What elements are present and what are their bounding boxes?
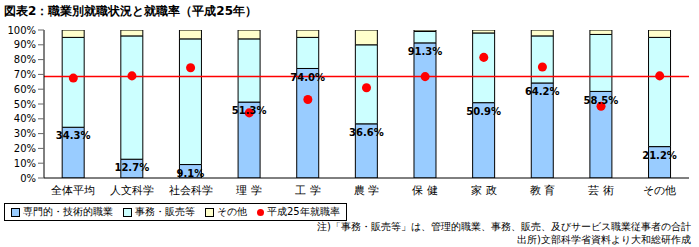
svg-text:社会科学: 社会科学 — [169, 184, 213, 197]
svg-text:90%: 90% — [14, 39, 36, 50]
svg-text:9.1%: 9.1% — [177, 168, 205, 179]
html-text:注)「事務・販売等」は、管理的職業、事務、販売、及びサービス: 注)「事務・販売等」は、管理的職業、事務、販売、及びサービス職業従事者の合計 — [317, 221, 691, 232]
svg-text:80%: 80% — [14, 54, 36, 65]
svg-text:家 政: 家 政 — [471, 184, 497, 197]
svg-text:58.5%: 58.5% — [584, 95, 619, 106]
svg-text:人文科学: 人文科学 — [110, 184, 154, 197]
html-text:専門的・技術的職業: 専門的・技術的職業 — [23, 206, 113, 217]
svg-text:農 学: 農 学 — [354, 184, 380, 197]
svg-text:70%: 70% — [14, 69, 36, 80]
svg-text:10%: 10% — [14, 158, 36, 169]
svg-text:50%: 50% — [14, 99, 36, 110]
svg-text:芸 術: 芸 術 — [588, 184, 614, 197]
html-text:図表2：職業別就職状況と就職率（平成25年）: 図表2：職業別就職状況と就職率（平成25年） — [4, 4, 258, 18]
svg-text:0%: 0% — [20, 173, 36, 184]
svg-text:64.2%: 64.2% — [525, 86, 560, 97]
svg-text:91.3%: 91.3% — [408, 46, 443, 57]
svg-text:21.2%: 21.2% — [642, 150, 677, 161]
svg-text:理 学: 理 学 — [236, 184, 262, 197]
svg-text:36.6%: 36.6% — [349, 127, 384, 138]
html-text:出所)文部科学省資料より大和総研作成: 出所)文部科学省資料より大和総研作成 — [517, 234, 691, 245]
svg-text:51.3%: 51.3% — [232, 105, 267, 116]
svg-text:30%: 30% — [14, 128, 36, 139]
svg-text:60%: 60% — [14, 84, 36, 95]
svg-text:教 育: 教 育 — [530, 184, 556, 197]
svg-text:50.9%: 50.9% — [466, 106, 501, 117]
svg-text:全体平均: 全体平均 — [51, 184, 95, 197]
svg-text:12.7%: 12.7% — [114, 162, 149, 173]
svg-text:100%: 100% — [8, 25, 36, 36]
svg-text:その他: その他 — [643, 184, 676, 197]
html-text:事務・販売等: 事務・販売等 — [135, 206, 195, 217]
svg-text:保 健: 保 健 — [412, 184, 438, 197]
svg-text:74.0%: 74.0% — [290, 72, 325, 83]
svg-text:工 学: 工 学 — [295, 184, 321, 197]
html-text:その他: その他 — [217, 206, 247, 217]
svg-text:34.3%: 34.3% — [56, 130, 91, 141]
html-text:平成25年就職率: 平成25年就職率 — [267, 206, 340, 217]
svg-text:40%: 40% — [14, 113, 36, 124]
svg-text:20%: 20% — [14, 143, 36, 154]
